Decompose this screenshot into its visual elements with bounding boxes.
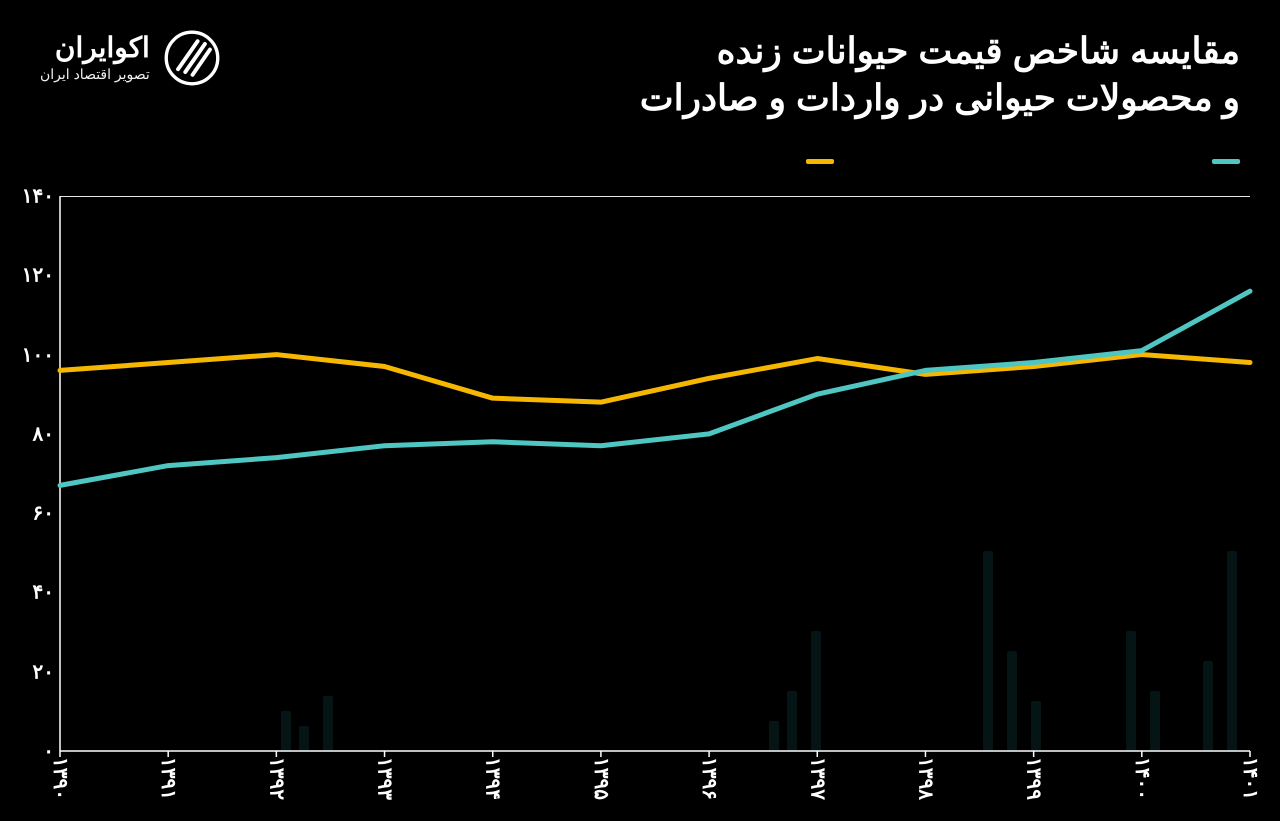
x-tick-label: ۱۴۰۰ — [1130, 757, 1154, 800]
title-line-1: مقایسه شاخص قیمت حیوانات زنده — [640, 28, 1240, 75]
x-tick-label: ۱۳۹۹ — [1022, 757, 1046, 800]
y-tick-label: ۱۴۰ — [22, 184, 60, 209]
x-tick-label: ۱۳۹۳ — [373, 757, 397, 800]
title-line-2: و محصولات حیوانی در واردات و صادرات — [640, 75, 1240, 122]
x-tick-label: ۱۳۹۱ — [156, 757, 180, 800]
legend-swatch-imports — [806, 159, 834, 164]
ecoiran-logo-icon — [164, 30, 220, 86]
x-tick-label: ۱۳۹۲ — [264, 757, 288, 800]
x-tick-label: ۱۳۹۷ — [805, 757, 829, 800]
legend: حیوانات زنده و محصولات حیوانی صادرات حیو… — [463, 149, 1240, 174]
y-tick-label: ۲۰ — [33, 659, 60, 684]
logo-main-text: اکوایران — [40, 34, 150, 62]
chart-container: اکوایران تصویر اقتصاد ایران مقایسه شاخص … — [0, 0, 1280, 821]
y-tick-label: ۱۰۰ — [22, 342, 60, 367]
series-line — [60, 355, 1250, 403]
chart-title: مقایسه شاخص قیمت حیوانات زنده و محصولات … — [640, 28, 1240, 122]
plot-area: ۰۲۰۴۰۶۰۸۰۱۰۰۱۲۰۱۴۰۱۳۹۰۱۳۹۱۱۳۹۲۱۳۹۳۱۳۹۴۱۳… — [60, 196, 1250, 751]
x-tick-label: ۱۳۹۶ — [697, 757, 721, 800]
y-tick-label: ۴۰ — [33, 580, 60, 605]
logo-sub-text: تصویر اقتصاد ایران — [40, 66, 150, 83]
line-chart-svg — [60, 196, 1250, 751]
y-tick-label: ۶۰ — [33, 501, 60, 526]
legend-label-exports: حیوانات زنده و محصولات حیوانی صادرات — [862, 149, 1205, 174]
legend-label-imports: حیوانات زنده و محصولات حیوانی واردات — [463, 149, 798, 174]
legend-item-imports: حیوانات زنده و محصولات حیوانی واردات — [463, 149, 834, 174]
legend-item-exports: حیوانات زنده و محصولات حیوانی صادرات — [862, 149, 1241, 174]
x-tick-label: ۱۳۹۸ — [913, 757, 937, 800]
x-tick-label: ۱۳۹۰ — [48, 757, 72, 800]
y-tick-label: ۱۲۰ — [22, 263, 60, 288]
legend-swatch-exports — [1212, 159, 1240, 164]
brand-logo: اکوایران تصویر اقتصاد ایران — [40, 30, 220, 86]
x-tick-label: ۱۳۹۴ — [481, 757, 505, 800]
x-tick-label: ۱۴۰۱ — [1238, 757, 1262, 800]
x-tick-label: ۱۳۹۵ — [589, 757, 613, 800]
y-tick-label: ۸۰ — [33, 421, 60, 446]
